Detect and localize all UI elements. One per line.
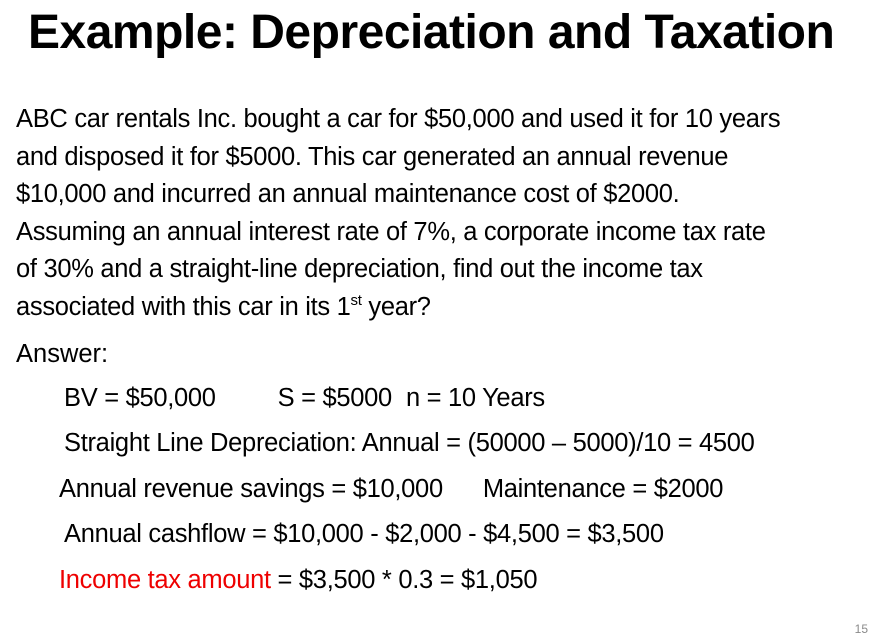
income-tax-calculation: = $3,500 * 0.3 = $1,050	[270, 566, 538, 594]
slide-title: Example: Depreciation and Taxation	[28, 6, 835, 59]
problem-line-1: ABC car rentals Inc. bought a car for $5…	[16, 105, 781, 133]
maintenance-cost: Maintenance = $2000	[482, 475, 724, 503]
salvage-value: S = $5000	[277, 384, 393, 412]
problem-line-2: and disposed it for $5000. This car gene…	[16, 142, 729, 171]
problem-line-6: associated with this car in its 1st year…	[16, 289, 886, 327]
given-values-line: BV = $50,000 S = $5000 n = 10 Years	[64, 380, 545, 417]
revenue-savings: Annual revenue savings = $10,000	[59, 475, 443, 503]
answer-label: Answer:	[16, 340, 109, 368]
revenue-maintenance-line: Annual revenue savings = $10,000 Maintena…	[59, 471, 723, 508]
problem-line-3: $10,000 and incurred an annual maintenan…	[16, 180, 680, 208]
cashflow-line: Annual cashflow = $10,000 - $2,000 - $4,…	[64, 520, 664, 548]
problem-statement: ABC car rentals Inc. bought a car for $5…	[16, 101, 886, 326]
depreciation-line: Straight Line Depreciation: Annual = (50…	[64, 429, 755, 457]
useful-life: n = 10 Years	[405, 384, 545, 412]
page-number: 15	[854, 622, 868, 636]
problem-line-6-end: year?	[361, 292, 431, 321]
income-tax-line: Income tax amount = $3,500 * 0.3 = $1,05…	[59, 562, 538, 599]
book-value: BV = $50,000	[64, 384, 216, 412]
problem-line-5: of 30% and a straight-line depreciation,…	[16, 255, 703, 283]
ordinal-superscript: st	[350, 291, 362, 309]
problem-line-4: Assuming an annual interest rate of 7%, …	[16, 217, 766, 246]
problem-line-6-text: associated with this car in its 1	[16, 292, 351, 321]
income-tax-label: Income tax amount	[59, 566, 271, 594]
